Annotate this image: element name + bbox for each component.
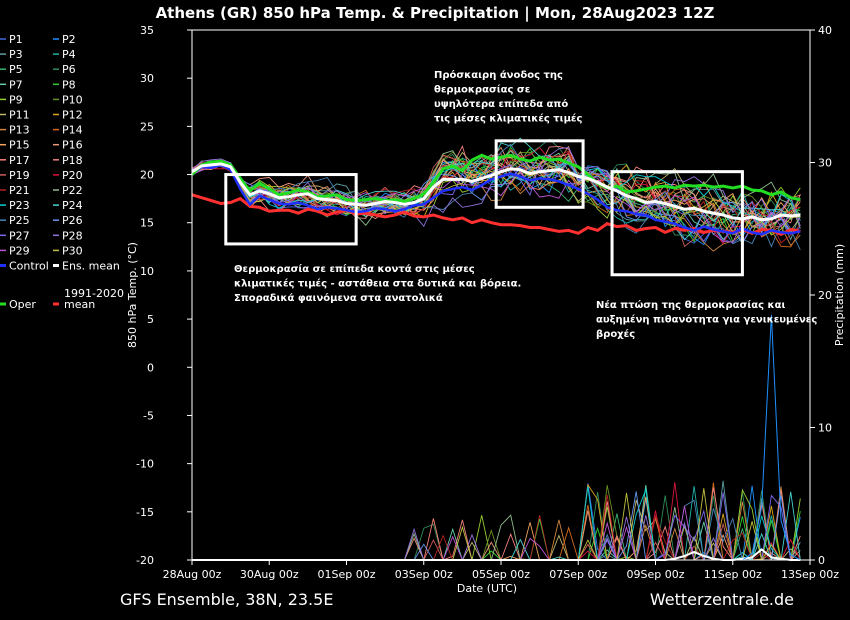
y-tick-label: 35	[140, 24, 154, 37]
y-tick-label: 25	[140, 120, 154, 133]
annotation-text-2: θερμοκρασίας σε	[434, 84, 530, 96]
precipitation-traces	[192, 314, 801, 562]
legend-label: P13	[9, 124, 30, 137]
legend-label: P21	[9, 184, 30, 197]
legend-label: P14	[62, 124, 83, 137]
footer-source: GFS Ensemble, 38N, 23.5E	[120, 590, 333, 609]
x-tick-label: 13Sep 00z	[781, 568, 839, 581]
legend-label: P19	[9, 169, 30, 182]
x-tick-label: 03Sep 00z	[395, 568, 453, 581]
legend-label: P10	[62, 93, 83, 106]
legend-label: P6	[62, 63, 76, 76]
y2-tick-label: 30	[818, 157, 832, 170]
legend-label: P23	[9, 199, 30, 212]
y-tick-label: 10	[140, 265, 154, 278]
annotation-text-1: Σποραδικά φαινόμενα στα ανατολικά	[234, 292, 443, 304]
y-tick-label: -15	[136, 506, 154, 519]
legend-label: P3	[9, 48, 23, 61]
legend-label: 1991-2020 mean	[64, 287, 124, 311]
y-axis-label: 850 hPa Temp. (°C)	[126, 242, 139, 348]
y2-axis-label: Precipitation (mm)	[833, 244, 846, 346]
x-tick-label: 09Sep 00z	[627, 568, 685, 581]
annotation-text-2: υψηλότερα επίπεδα από	[434, 98, 568, 110]
annotation-text-2: Πρόσκαιρη άνοδος της	[434, 69, 563, 81]
annotation-text-2: τις μέσες κλιματικές τιμές	[434, 113, 582, 125]
annotation-text-3: Νέα πτώση της θερμοκρασίας και	[596, 299, 785, 311]
x-axis: 28Aug 00z 30Aug 00z 01Sep 00z 03Sep 00z 05Se…	[163, 560, 839, 581]
x-tick-label: 28Aug 00z	[163, 568, 222, 581]
y-axis-right: 40 30 20 10 0	[810, 24, 832, 567]
x-tick-label: 05Sep 00z	[472, 568, 530, 581]
legend-label: P7	[9, 78, 23, 91]
legend-label: P28	[62, 229, 83, 242]
annotation-boxes: Θερμοκρασία σε επίπεδα κοντά στις μέσες κ…	[224, 69, 817, 340]
annotation-text-3: βροχές	[596, 328, 635, 340]
annotation-box-1	[224, 173, 358, 246]
legend-label: P26	[62, 214, 83, 227]
y2-tick-label: 20	[818, 289, 832, 302]
annotation-box-3	[610, 170, 744, 277]
x-axis-label: Date (UTC)	[457, 582, 517, 595]
legend-label: P30	[62, 244, 83, 257]
legend-label: P8	[62, 78, 76, 91]
y-tick-label: 0	[147, 361, 154, 374]
legend-label: P22	[62, 184, 83, 197]
legend-label: P24	[62, 199, 83, 212]
x-tick-label: 11Sep 00z	[704, 568, 762, 581]
legend-label: Control	[9, 260, 49, 273]
legend-label: P15	[9, 139, 30, 152]
annotation-text-1: Θερμοκρασία σε επίπεδα κοντά στις μέσες	[234, 263, 475, 275]
legend-label: P25	[9, 214, 30, 227]
x-tick-label: 07Sep 00z	[549, 568, 607, 581]
y-tick-label: 15	[140, 217, 154, 230]
x-tick-label: 01Sep 00z	[318, 568, 376, 581]
y-tick-label: -10	[136, 458, 154, 471]
legend-label: Oper	[9, 298, 36, 311]
legend-label: P5	[9, 63, 23, 76]
y2-tick-label: 0	[818, 554, 825, 567]
y-tick-label: 20	[140, 169, 154, 182]
y-tick-label: 30	[140, 72, 154, 85]
footer-site: Wetterzentrale.de	[650, 590, 794, 609]
legend-label: P17	[9, 154, 30, 167]
legend-label: P18	[62, 154, 83, 167]
legend: P1 P2 P3 P4 P5 P6 P7 P8 P9 P10 P11 P12 P13 P14 P15 P16 P…	[0, 33, 124, 311]
y-tick-label: -5	[143, 409, 154, 422]
annotation-text-1: κλιματικές τιμές - αστάθεια στα δυτικά κ…	[234, 278, 521, 290]
series-line-1991-2020-mean	[191, 193, 801, 236]
y-tick-label: 5	[147, 313, 154, 326]
legend-label: P12	[62, 109, 83, 122]
y2-tick-label: 40	[818, 24, 832, 37]
legend-label: P29	[9, 244, 30, 257]
legend-label: P27	[9, 229, 30, 242]
legend-label: P2	[62, 33, 76, 46]
y-tick-label: -20	[136, 554, 154, 567]
annotation-box-2	[494, 139, 585, 209]
legend-label: P16	[62, 139, 83, 152]
legend-label: P11	[9, 109, 30, 122]
legend-label: P4	[62, 48, 76, 61]
legend-label: P9	[9, 93, 23, 106]
y2-tick-label: 10	[818, 422, 832, 435]
legend-label: Ens. mean	[62, 260, 120, 273]
legend-label: P1	[9, 33, 23, 46]
x-tick-label: 30Aug 00z	[240, 568, 299, 581]
annotation-text-3: αυξημένη πιθανότητα για γενικευμένες	[596, 314, 817, 326]
legend-label: P20	[62, 169, 83, 182]
y-axis-left: 35 30 25 20 15 10 5 0 -5 -10 -15 -20	[136, 24, 192, 567]
chart-title: Athens (GR) 850 hPa Temp. & Precipitatio…	[156, 4, 715, 23]
